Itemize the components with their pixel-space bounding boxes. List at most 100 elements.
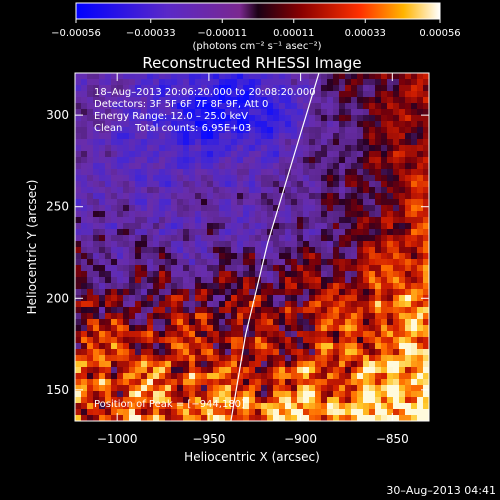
heatmap-cell — [159, 109, 165, 115]
heatmap-cell — [297, 277, 303, 283]
heatmap-cell — [207, 223, 213, 229]
heatmap-cell — [129, 145, 135, 151]
heatmap-cell — [285, 121, 291, 127]
heatmap-cell — [153, 199, 159, 205]
heatmap-cell — [153, 355, 159, 361]
heatmap-cell — [81, 211, 87, 217]
heatmap-cell — [135, 127, 141, 133]
heatmap-cell — [87, 169, 93, 175]
heatmap-cell — [243, 109, 249, 115]
heatmap-cell — [177, 247, 183, 253]
heatmap-cell — [399, 187, 405, 193]
heatmap-cell — [273, 127, 279, 133]
heatmap-cell — [141, 409, 147, 415]
heatmap-cell — [159, 265, 165, 271]
heatmap-cell — [117, 253, 123, 259]
heatmap-cell — [135, 403, 141, 409]
heatmap-cell — [393, 211, 399, 217]
heatmap-cell — [321, 103, 327, 109]
heatmap-cell — [171, 205, 177, 211]
heatmap-cell — [123, 235, 129, 241]
heatmap-cell — [267, 235, 273, 241]
heatmap-cell — [363, 223, 369, 229]
heatmap-cell — [297, 151, 303, 157]
heatmap-cell — [75, 235, 81, 241]
heatmap-cell — [339, 253, 345, 259]
heatmap-cell — [159, 157, 165, 163]
heatmap-cell — [423, 355, 429, 361]
heatmap-cell — [351, 265, 357, 271]
heatmap-cell — [291, 343, 297, 349]
heatmap-cell — [363, 163, 369, 169]
heatmap-cell — [399, 367, 405, 373]
heatmap-cell — [141, 259, 147, 265]
heatmap-cell — [237, 235, 243, 241]
heatmap-cell — [201, 205, 207, 211]
heatmap-cell — [357, 175, 363, 181]
heatmap-cell — [81, 385, 87, 391]
heatmap-cell — [279, 325, 285, 331]
heatmap-cell — [321, 295, 327, 301]
heatmap-cell — [231, 181, 237, 187]
heatmap-cell — [321, 223, 327, 229]
heatmap-cell — [351, 103, 357, 109]
heatmap-cell — [375, 103, 381, 109]
heatmap-cell — [387, 415, 393, 421]
heatmap-cell — [423, 199, 429, 205]
heatmap-cell — [159, 271, 165, 277]
heatmap-cell — [357, 283, 363, 289]
heatmap-cell — [183, 97, 189, 103]
heatmap-cell — [297, 373, 303, 379]
heatmap-cell — [345, 247, 351, 253]
heatmap-cell — [105, 109, 111, 115]
heatmap-cell — [243, 361, 249, 367]
heatmap-cell — [147, 127, 153, 133]
heatmap-cell — [375, 307, 381, 313]
heatmap-cell — [147, 103, 153, 109]
heatmap-cell — [165, 151, 171, 157]
heatmap-cell — [255, 145, 261, 151]
heatmap-cell — [285, 289, 291, 295]
heatmap-cell — [387, 181, 393, 187]
heatmap-cell — [339, 379, 345, 385]
heatmap-cell — [147, 379, 153, 385]
heatmap-cell — [81, 289, 87, 295]
heatmap-cell — [183, 415, 189, 421]
heatmap-cell — [105, 265, 111, 271]
heatmap-cell — [393, 145, 399, 151]
heatmap-cell — [417, 175, 423, 181]
heatmap-cell — [213, 415, 219, 421]
heatmap-cell — [339, 163, 345, 169]
heatmap-cell — [81, 253, 87, 259]
heatmap-cell — [129, 235, 135, 241]
heatmap-cell — [243, 265, 249, 271]
heatmap-cell — [399, 289, 405, 295]
heatmap-cell — [387, 103, 393, 109]
heatmap-cell — [213, 109, 219, 115]
heatmap-cell — [153, 265, 159, 271]
heatmap-cell — [93, 235, 99, 241]
heatmap-cell — [177, 193, 183, 199]
heatmap-cell — [147, 403, 153, 409]
heatmap-cell — [339, 235, 345, 241]
heatmap-cell — [369, 151, 375, 157]
heatmap-cell — [333, 271, 339, 277]
heatmap-cell — [153, 301, 159, 307]
heatmap-cell — [285, 235, 291, 241]
heatmap-cell — [363, 109, 369, 115]
heatmap-cell — [183, 217, 189, 223]
heatmap-cell — [213, 325, 219, 331]
heatmap-cell — [261, 139, 267, 145]
heatmap-cell — [369, 187, 375, 193]
heatmap-cell — [159, 259, 165, 265]
heatmap-cell — [153, 349, 159, 355]
heatmap-cell — [261, 223, 267, 229]
heatmap-cell — [273, 295, 279, 301]
heatmap-cell — [231, 367, 237, 373]
heatmap-cell — [141, 283, 147, 289]
heatmap-cell — [117, 115, 123, 121]
heatmap-cell — [171, 277, 177, 283]
heatmap-cell — [213, 283, 219, 289]
heatmap-cell — [213, 343, 219, 349]
heatmap-cell — [219, 403, 225, 409]
